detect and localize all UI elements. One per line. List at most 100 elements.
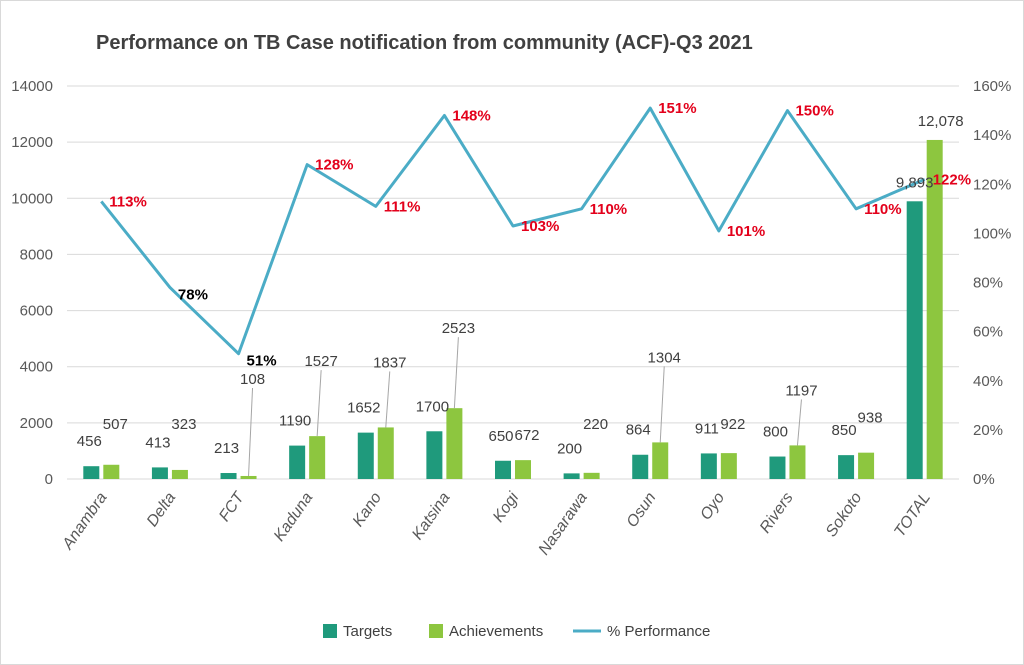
- target-bar: [700, 453, 717, 479]
- achievement-bar: [858, 452, 875, 479]
- gridlines: [67, 85, 959, 480]
- performance-polyline: [100, 106, 926, 356]
- percent-label: 78%: [178, 286, 208, 303]
- legend-targets-swatch: [323, 624, 337, 638]
- achievement-bar: [103, 464, 120, 479]
- legend-achievements-swatch: [429, 624, 443, 638]
- target-value-label: 213: [214, 440, 239, 457]
- legend-targets-label: Targets: [343, 623, 392, 640]
- right-axis: 0% 20% 40% 60% 80% 100% 120% 140% 160%: [973, 78, 1011, 488]
- percent-label: 151%: [658, 100, 696, 117]
- left-axis-tick-label: 0: [45, 471, 53, 488]
- achievement-value-label: 220: [583, 416, 608, 433]
- label-leader-line: [248, 387, 254, 476]
- target-value-label: 1700: [416, 398, 449, 415]
- percent-label: 128%: [315, 157, 353, 174]
- target-bar: [563, 473, 580, 479]
- target-value-label: 1190: [279, 413, 311, 430]
- label-leader-line: [453, 337, 459, 409]
- category-labels: Anambra Delta FCT Kaduna Kano Katsina Kogi Nasa…: [59, 489, 934, 559]
- right-axis-tick-label: 60%: [973, 324, 1003, 341]
- category-label: Delta: [144, 489, 179, 529]
- percent-label: 110%: [590, 201, 628, 218]
- achievement-value-label: 938: [858, 410, 883, 427]
- category-label: Kano: [350, 489, 385, 529]
- target-value-label: 864: [626, 422, 651, 439]
- target-bar: [151, 467, 168, 479]
- achievement-value-label: 672: [514, 427, 539, 444]
- percent-label: 111%: [384, 198, 421, 215]
- target-bar: [906, 201, 923, 479]
- target-bar: [220, 473, 237, 479]
- left-axis-tick-label: 4000: [20, 359, 53, 376]
- category-label: Sokoto: [823, 489, 866, 540]
- achievement-value-label: 12,078: [918, 113, 964, 130]
- left-axis-tick-label: 10000: [11, 190, 53, 207]
- target-bar: [769, 456, 786, 479]
- target-bar: [357, 432, 374, 479]
- left-axis-tick-label: 14000: [11, 78, 53, 95]
- chart-title: Performance on TB Case notification from…: [96, 32, 753, 54]
- achievement-bar: [720, 453, 737, 479]
- right-axis-tick-label: 80%: [973, 275, 1003, 292]
- target-value-label: 800: [763, 424, 788, 441]
- left-axis-tick-label: 6000: [20, 303, 53, 320]
- percent-label: 113%: [109, 193, 147, 210]
- target-value-label: 650: [488, 428, 513, 445]
- target-bar: [632, 454, 649, 479]
- target-value-label: 9,893: [896, 174, 934, 191]
- right-axis-tick-label: 20%: [973, 422, 1003, 439]
- category-label: FCT: [216, 489, 248, 525]
- label-leader-line: [659, 366, 665, 443]
- right-axis-tick-label: 40%: [973, 373, 1003, 390]
- achievement-value-label: 1197: [785, 382, 817, 399]
- target-bar: [83, 466, 100, 479]
- percent-label: 103%: [521, 218, 559, 235]
- right-axis-tick-label: 0%: [973, 471, 995, 488]
- label-leader-line: [796, 399, 802, 446]
- legend-achievements-label: Achievements: [449, 623, 543, 640]
- legend-performance-label: % Performance: [607, 623, 710, 640]
- achievement-bar: [789, 445, 806, 479]
- achievement-bar: [240, 475, 257, 479]
- target-bar: [426, 431, 443, 479]
- target-value-label: 413: [145, 434, 170, 451]
- achievement-bar: [309, 436, 326, 479]
- category-label: Anambra: [59, 489, 111, 553]
- percent-label: 150%: [795, 103, 833, 120]
- category-label: Kaduna: [271, 489, 317, 544]
- target-value-label: 200: [557, 440, 582, 457]
- target-value-label: 850: [832, 422, 857, 439]
- achievement-bar: [652, 442, 669, 479]
- label-leader-line: [316, 370, 322, 437]
- target-bar: [289, 445, 306, 479]
- legend: Targets Achievements % Performance: [323, 623, 710, 640]
- achievement-bar: [926, 139, 943, 479]
- target-value-label: 1652: [347, 400, 380, 417]
- label-leader-line: [385, 371, 391, 428]
- percent-label: 148%: [452, 107, 490, 124]
- target-bar: [495, 460, 511, 479]
- left-axis: 0 2000 4000 6000 8000 10000 12000 14000: [11, 78, 53, 488]
- right-axis-tick-label: 100%: [973, 225, 1011, 242]
- category-label: Osun: [624, 489, 660, 530]
- achievement-value-label: 1527: [304, 353, 337, 370]
- left-axis-tick-label: 12000: [11, 134, 53, 151]
- right-axis-tick-label: 160%: [973, 78, 1011, 95]
- achievement-bar: [171, 469, 188, 479]
- category-label: Nasarawa: [536, 489, 591, 558]
- percent-labels: 113% 78% 51% 128% 111% 148% 103% 110% 151% 101% 15…: [109, 100, 971, 370]
- achievement-bar: [377, 427, 394, 479]
- achievement-value-label: 2523: [442, 320, 475, 337]
- achievement-value-label: 1837: [373, 354, 406, 371]
- target-bar: [838, 455, 855, 479]
- achievement-bar: [446, 408, 463, 479]
- right-axis-tick-label: 140%: [973, 127, 1011, 144]
- performance-line: [100, 106, 926, 356]
- right-axis-tick-label: 120%: [973, 176, 1011, 193]
- achievement-value-label: 1304: [648, 349, 681, 366]
- category-label: Rivers: [757, 490, 797, 537]
